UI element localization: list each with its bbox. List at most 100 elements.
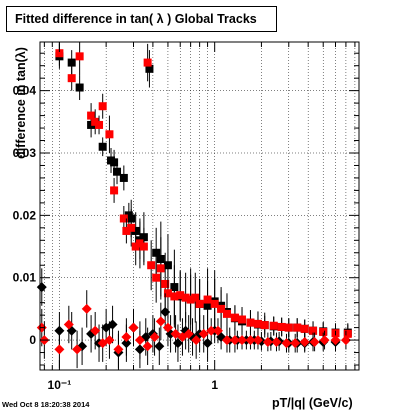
data-point-square: [67, 74, 76, 83]
data-point-square: [75, 83, 84, 92]
data-point-square: [163, 289, 172, 298]
data-points: [36, 42, 352, 370]
data-point-diamond: [290, 338, 301, 349]
data-point-square: [277, 322, 286, 331]
data-point-square: [191, 293, 200, 302]
data-point-diamond: [162, 322, 173, 333]
data-point-square: [55, 49, 64, 58]
data-point-square: [170, 292, 179, 301]
data-point-square: [210, 299, 219, 308]
data-point-square: [98, 102, 107, 111]
data-point-diamond: [154, 341, 165, 352]
data-point-square: [119, 214, 128, 223]
data-point-diamond: [113, 344, 124, 355]
data-point-square: [139, 242, 148, 251]
data-point-square: [217, 304, 226, 313]
data-point-diamond: [107, 319, 118, 330]
data-point-diamond: [183, 328, 194, 339]
x-tick-label: 10⁻¹: [48, 378, 72, 392]
data-point-diamond: [237, 335, 248, 346]
data-point-square: [147, 261, 156, 270]
data-point-diamond: [142, 341, 153, 352]
data-point-square: [195, 299, 204, 308]
data-point-square: [87, 111, 96, 120]
data-point-diamond: [121, 331, 132, 342]
data-point-diamond: [330, 335, 341, 346]
data-point-diamond: [160, 307, 171, 318]
data-point-diamond: [229, 335, 240, 346]
data-point-square: [343, 329, 352, 338]
data-point-square: [67, 58, 76, 67]
data-point-square: [222, 309, 231, 318]
data-point-diamond: [202, 338, 213, 349]
data-point-square: [246, 318, 255, 327]
data-point-square: [127, 223, 136, 232]
data-point-square: [163, 261, 172, 270]
data-point-square: [95, 120, 104, 129]
y-tick-label: 0.03: [13, 146, 37, 160]
data-point-square: [156, 264, 165, 273]
data-point-diamond: [262, 336, 273, 347]
timestamp: Wed Oct 8 18:20:38 2014: [2, 400, 90, 409]
data-point-diamond: [54, 344, 65, 355]
data-point-square: [319, 327, 328, 336]
data-point-diamond: [309, 336, 320, 347]
data-point-square: [143, 58, 152, 67]
data-point-diamond: [281, 338, 292, 349]
data-point-diamond: [72, 344, 83, 355]
data-point-diamond: [221, 335, 232, 346]
data-point-square: [152, 273, 161, 282]
data-point-square: [186, 295, 195, 304]
data-point-square: [309, 326, 318, 335]
data-point-square: [284, 323, 293, 332]
data-point-square: [300, 324, 309, 333]
data-point-diamond: [212, 325, 223, 336]
data-point-diamond: [128, 322, 139, 333]
data-point-square: [110, 158, 119, 167]
data-point-square: [131, 242, 140, 251]
data-point-diamond: [299, 336, 310, 347]
data-point-square: [269, 321, 278, 330]
y-axis-label: difference in tan(λ): [14, 47, 28, 159]
data-point-diamond: [104, 335, 115, 346]
data-point-diamond: [206, 325, 217, 336]
axes: 0 0.01 0.02 0.03 0.04 10⁻¹ 1: [13, 42, 359, 392]
data-point-square: [238, 315, 247, 324]
data-point-diamond: [340, 335, 351, 346]
data-point-square: [203, 295, 212, 304]
data-point-diamond: [252, 335, 263, 346]
data-point-square: [98, 142, 107, 151]
data-point-diamond: [271, 336, 282, 347]
data-point-square: [113, 167, 122, 176]
y-tick-label: 0: [29, 333, 36, 347]
x-axis-label: pT/|q| (GeV/c): [272, 396, 353, 410]
data-point-square: [176, 291, 185, 300]
y-tick-label: 0.04: [13, 84, 37, 98]
data-point-square: [110, 186, 119, 195]
data-point-square: [230, 313, 239, 322]
data-point-square: [161, 279, 170, 288]
data-point-square: [75, 52, 84, 61]
data-point-diamond: [134, 335, 145, 346]
data-point-diamond: [36, 282, 47, 293]
data-point-diamond: [155, 316, 166, 327]
data-point-square: [145, 64, 154, 73]
x-tick-label: 1: [211, 378, 218, 392]
data-point-square: [105, 130, 114, 139]
data-point-diamond: [81, 303, 92, 314]
data-point-diamond: [319, 335, 330, 346]
data-point-square: [260, 321, 269, 330]
chart-title-box: Fitted difference in tan( λ ) Global Tra…: [6, 6, 277, 32]
data-point-square: [122, 226, 131, 235]
data-point-square: [253, 319, 262, 328]
data-point-diamond: [191, 335, 202, 346]
y-tick-label: 0.02: [13, 208, 37, 222]
data-point-square: [181, 293, 190, 302]
data-point-diamond: [90, 325, 101, 336]
data-point-diamond: [245, 335, 256, 346]
data-point-square: [119, 173, 128, 182]
data-point-diamond: [198, 328, 209, 339]
y-tick-label: 0.01: [13, 271, 37, 285]
chart-title: Fitted difference in tan( λ ) Global Tra…: [15, 12, 257, 26]
data-point-diamond: [63, 319, 74, 330]
